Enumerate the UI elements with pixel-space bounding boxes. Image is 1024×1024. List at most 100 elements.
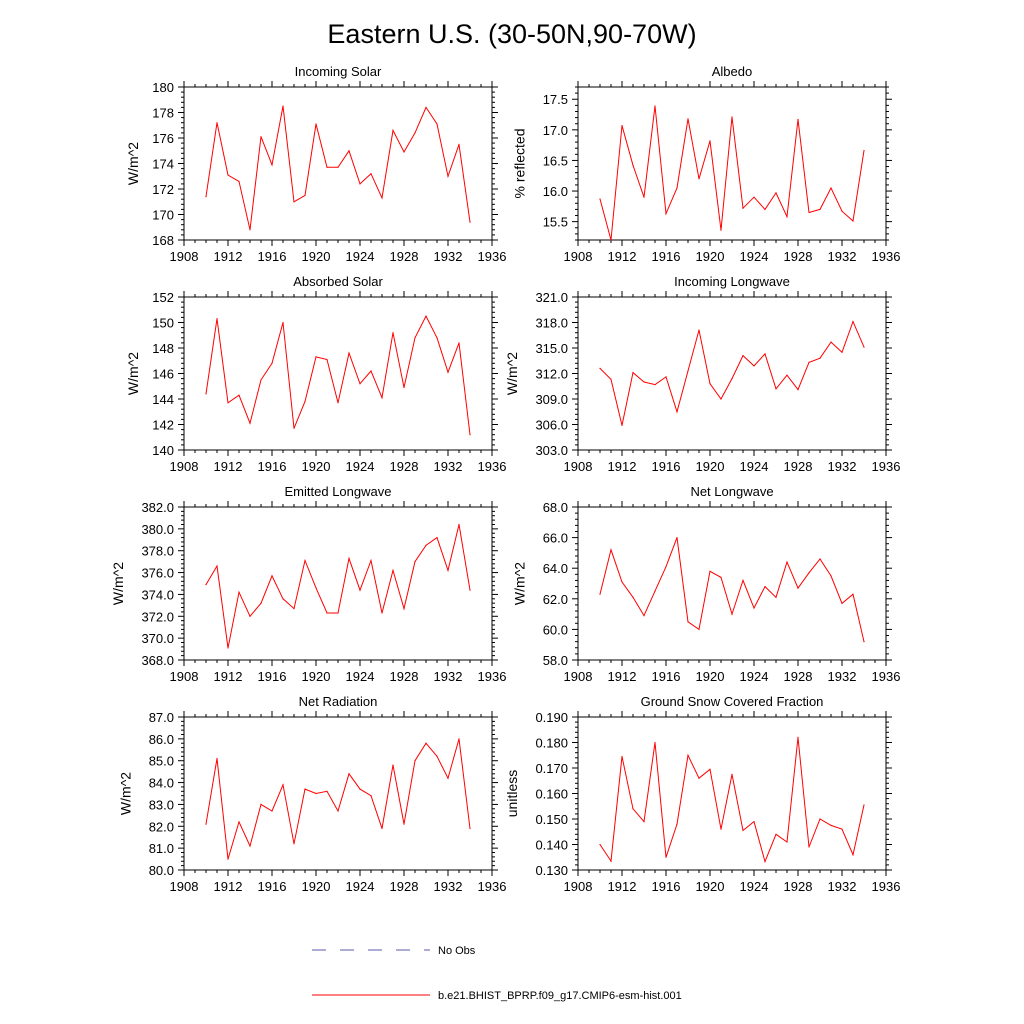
chart-incoming-longwave-xtick-label: 1916: [652, 459, 681, 474]
chart-net-radiation-ytick-label: 85.0: [149, 754, 174, 769]
chart-emitted-longwave-ytick-label: 368.0: [141, 653, 174, 668]
chart-emitted-longwave-series-line: [205, 524, 471, 649]
chart-absorbed-solar-frame: [183, 296, 493, 451]
chart-ground-snow-covered-fraction-point: [610, 860, 612, 862]
chart-albedo-point: [819, 208, 821, 210]
chart-ground-snow-covered-fraction-xtick-label: 1916: [652, 879, 681, 894]
chart-incoming-longwave-xtick-label: 1928: [784, 459, 813, 474]
chart-net-longwave-xtick-label: 1936: [872, 669, 901, 684]
chart-emitted-longwave-point: [414, 561, 416, 563]
chart-ground-snow-covered-fraction-point: [643, 821, 645, 823]
chart-net-radiation-xtick-label: 1916: [258, 879, 287, 894]
legend-label-model: b.e21.BHIST_BPRP.f09_g17.CMIP6-esm-hist.…: [438, 990, 682, 1002]
chart-absorbed-solar-xtick-label: 1936: [478, 459, 507, 474]
chart-emitted-longwave-point: [447, 569, 449, 572]
chart-incoming-solar-point: [337, 166, 339, 168]
chart-incoming-longwave-point: [720, 398, 722, 400]
chart-net-longwave-ytick-label: 66.0: [543, 531, 568, 546]
chart-albedo-xtick-label: 1932: [828, 249, 857, 264]
chart-incoming-longwave-xtick-label: 1912: [608, 459, 637, 474]
chart-albedo-ytick-label: 15.5: [543, 215, 568, 230]
chart-albedo-ylabel: % reflected: [511, 128, 527, 198]
chart-ground-snow-covered-fraction-point: [621, 755, 623, 758]
chart-albedo-ytick-label: 16.5: [543, 153, 568, 168]
chart-ground-snow-covered-fraction-point: [753, 821, 755, 823]
chart-net-radiation-ytick-label: 86.0: [149, 732, 174, 747]
chart-incoming-solar-point: [238, 180, 240, 182]
chart-albedo-point: [632, 164, 634, 166]
chart-albedo-xtick-label: 1924: [740, 249, 769, 264]
chart-incoming-solar-ytick-label: 172: [152, 182, 174, 197]
chart-net-radiation-frame: [183, 716, 493, 871]
chart-albedo-point: [720, 229, 722, 231]
chart-albedo-point: [775, 192, 777, 194]
chart-emitted-longwave-point: [425, 544, 427, 546]
chart-absorbed-solar-ytick-label: 150: [152, 316, 174, 331]
chart-absorbed-solar-point: [359, 383, 361, 385]
chart-incoming-solar-xtick-label: 1908: [170, 249, 199, 264]
chart-absorbed-solar-point: [293, 427, 295, 429]
chart-net-longwave-ytick-label: 58.0: [543, 653, 568, 668]
chart-absorbed-solar-point: [337, 402, 339, 404]
chart-albedo-xtick-label: 1936: [872, 249, 901, 264]
chart-absorbed-solar-point: [381, 397, 383, 399]
figure-title: Eastern U.S. (30-50N,90-70W): [327, 19, 696, 49]
chart-emitted-longwave-ytick-label: 378.0: [141, 544, 174, 559]
chart-incoming-solar-xtick-label: 1928: [390, 249, 419, 264]
chart-emitted-longwave-point: [216, 565, 218, 567]
chart-net-radiation-point: [315, 792, 317, 795]
chart-net-longwave-point: [687, 621, 689, 623]
chart-incoming-longwave-xtick-label: 1932: [828, 459, 857, 474]
chart-net-radiation-point: [414, 760, 416, 762]
chart-emitted-longwave-point: [326, 612, 328, 614]
chart-emitted-longwave: 1908 1912 1916 1920 1924 1928 1932 1936 368.0 370…: [110, 484, 506, 684]
chart-absorbed-solar-point: [436, 337, 438, 339]
chart-net-radiation-point: [359, 788, 361, 790]
chart-ground-snow-covered-fraction-ylabel: unitless: [504, 770, 520, 817]
chart-albedo-point: [863, 150, 865, 152]
legend: No Obs b.e21.BHIST_BPRP.f09_g17.CMIP6-es…: [312, 945, 682, 1002]
chart-incoming-longwave-point: [676, 411, 678, 413]
chart-ground-snow-covered-fraction-point: [863, 804, 865, 806]
chart-absorbed-solar-point: [392, 332, 394, 334]
chart-incoming-longwave-point: [698, 329, 700, 331]
chart-absorbed-solar-point: [403, 386, 405, 389]
chart-incoming-solar-point: [348, 150, 350, 152]
chart-net-longwave-point: [830, 575, 832, 577]
chart-net-longwave-title: Net Longwave: [690, 484, 773, 499]
chart-emitted-longwave-point: [238, 591, 240, 593]
chart-incoming-longwave-title: Incoming Longwave: [674, 274, 790, 289]
chart-albedo-title: Albedo: [712, 64, 752, 79]
chart-absorbed-solar-xtick-label: 1924: [346, 459, 375, 474]
chart-emitted-longwave-point: [370, 559, 372, 562]
chart-ground-snow-covered-fraction-point: [797, 736, 799, 739]
chart-absorbed-solar-xtick-label: 1928: [390, 459, 419, 474]
chart-net-longwave-xtick-label: 1908: [564, 669, 593, 684]
chart-incoming-solar-point: [469, 221, 471, 223]
chart-incoming-solar-point: [458, 143, 460, 145]
chart-absorbed-solar-ytick-label: 144: [152, 392, 174, 407]
chart-net-radiation-point: [348, 773, 350, 775]
chart-net-radiation-ytick-label: 81.0: [149, 841, 174, 856]
chart-albedo-point: [797, 118, 799, 120]
chart-incoming-longwave-point: [841, 351, 843, 353]
chart-ground-snow-covered-fraction-point: [731, 773, 733, 776]
chart-net-radiation-point: [271, 810, 273, 812]
chart-emitted-longwave-ytick-label: 376.0: [141, 566, 174, 581]
chart-emitted-longwave-xtick-label: 1908: [170, 669, 199, 684]
chart-ground-snow-covered-fraction-frame: [577, 716, 887, 871]
chart-incoming-longwave-point: [819, 357, 821, 359]
chart-absorbed-solar-point: [238, 394, 240, 396]
chart-absorbed-solar-point: [271, 362, 273, 364]
chart-albedo-point: [698, 178, 700, 180]
chart-net-longwave-ylabel: W/m^2: [511, 562, 527, 605]
chart-absorbed-solar-series-line: [205, 314, 471, 435]
chart-incoming-solar-point: [425, 106, 427, 108]
chart-incoming-solar-point: [403, 151, 405, 153]
chart-absorbed-solar-xtick-label: 1908: [170, 459, 199, 474]
chart-ground-snow-covered-fraction-point: [632, 808, 634, 810]
chart-incoming-solar-xtick-label: 1920: [302, 249, 331, 264]
chart-incoming-longwave-point: [863, 346, 865, 348]
chart-incoming-solar-point: [392, 129, 394, 131]
